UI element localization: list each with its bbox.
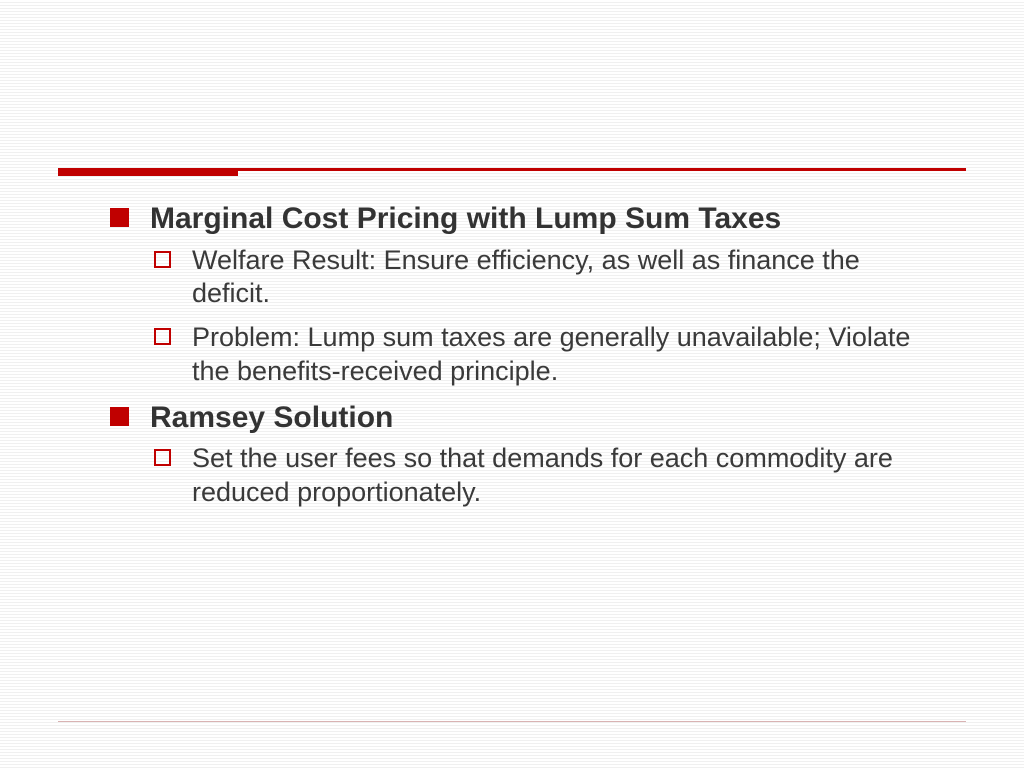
- square-filled-icon: [110, 407, 129, 426]
- square-outline-icon: [154, 251, 171, 268]
- heading-text: Marginal Cost Pricing with Lump Sum Taxe…: [150, 200, 944, 238]
- square-outline-icon: [154, 328, 171, 345]
- bottom-horizontal-rule: [58, 721, 966, 722]
- bullet-level1: Ramsey Solution: [110, 399, 944, 437]
- rule-thin-segment: [238, 168, 966, 171]
- top-horizontal-rule: [58, 168, 966, 176]
- slide-content: Marginal Cost Pricing with Lump Sum Taxe…: [110, 200, 944, 520]
- square-filled-icon: [110, 208, 129, 227]
- bullet-level2: Welfare Result: Ensure efficiency, as we…: [110, 244, 944, 312]
- square-outline-icon: [154, 449, 171, 466]
- body-text: Problem: Lump sum taxes are generally un…: [192, 321, 944, 389]
- bullet-level1: Marginal Cost Pricing with Lump Sum Taxe…: [110, 200, 944, 238]
- bullet-level2: Problem: Lump sum taxes are generally un…: [110, 321, 944, 389]
- body-text: Welfare Result: Ensure efficiency, as we…: [192, 244, 944, 312]
- body-text: Set the user fees so that demands for ea…: [192, 442, 944, 510]
- heading-text: Ramsey Solution: [150, 399, 944, 437]
- bullet-level2: Set the user fees so that demands for ea…: [110, 442, 944, 510]
- rule-thick-segment: [58, 168, 238, 176]
